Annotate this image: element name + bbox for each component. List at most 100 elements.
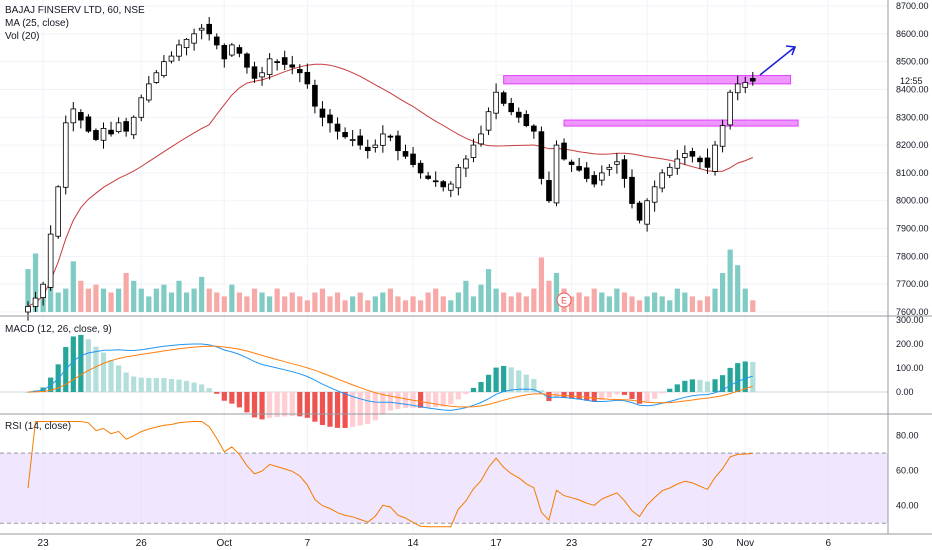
candle xyxy=(447,181,454,198)
candle xyxy=(236,44,243,58)
symbol-title: BAJAJ FINSERV LTD, 60, NSE xyxy=(5,5,145,16)
volume-bar xyxy=(78,280,84,312)
volume-bar xyxy=(418,300,424,312)
earnings-circle xyxy=(556,292,572,308)
candle-body xyxy=(447,183,454,191)
macd-histogram-bar xyxy=(516,370,522,392)
volume-bar xyxy=(327,296,333,312)
volume-bar xyxy=(697,300,703,312)
candle-body xyxy=(349,139,356,141)
candle xyxy=(25,301,31,321)
macd-histogram-bar xyxy=(433,392,439,408)
candle xyxy=(682,145,688,165)
volume-bar xyxy=(70,261,76,312)
candle xyxy=(312,79,318,114)
volume-bar xyxy=(636,300,643,312)
volume-bar xyxy=(32,253,39,312)
candle xyxy=(221,43,228,68)
candle-body xyxy=(229,44,235,56)
candle xyxy=(55,185,61,239)
macd-histogram-bar xyxy=(425,392,431,408)
macd-histogram-bar xyxy=(138,377,144,392)
macd-histogram-bar xyxy=(742,361,748,392)
trend-arrow[interactable] xyxy=(759,45,797,76)
grid-lines xyxy=(0,0,888,532)
candle-body xyxy=(55,186,61,237)
candle xyxy=(689,147,696,163)
candle xyxy=(614,152,620,174)
macd-histogram-bar xyxy=(183,380,190,392)
macd-histogram-bar xyxy=(727,367,733,392)
macd-histogram-bar xyxy=(523,374,529,392)
candle-body xyxy=(312,84,318,107)
volume-bar xyxy=(183,292,190,312)
volume-bar xyxy=(569,296,575,312)
current-time-label: 12:55 xyxy=(900,76,923,86)
candle xyxy=(206,16,213,41)
volume-bar xyxy=(244,296,250,312)
candle xyxy=(266,53,273,80)
macd-histogram-bar xyxy=(342,392,348,428)
macd-histogram-bar xyxy=(372,392,378,421)
resistance-zone xyxy=(503,75,792,85)
candle xyxy=(553,140,560,207)
candle-body xyxy=(682,153,688,158)
macd-histogram-bar xyxy=(334,392,341,428)
volume-bar xyxy=(214,292,220,312)
volume-bar xyxy=(546,280,552,312)
candle-body xyxy=(659,172,665,189)
macd-legend: MACD (12, 26, close, 9) xyxy=(5,323,112,336)
candle-body xyxy=(432,180,439,183)
volume-bar xyxy=(251,288,258,312)
macd-histogram-bar xyxy=(131,376,137,392)
macd-histogram-bar xyxy=(531,379,537,392)
macd-histogram-bar xyxy=(108,360,114,392)
candle xyxy=(704,148,711,174)
volume-bar xyxy=(123,273,129,312)
resistance-zone xyxy=(563,119,799,127)
candle-body xyxy=(455,166,462,189)
candle-body xyxy=(493,91,499,114)
rsi-line xyxy=(27,421,753,528)
main-legend: BAJAJ FINSERV LTD, 60, NSE MA (25, close… xyxy=(5,4,145,43)
volume-bar xyxy=(350,296,356,312)
candle xyxy=(734,75,741,101)
macd-histogram-bar xyxy=(614,392,620,395)
arrow-head xyxy=(785,45,797,56)
macd-histogram-bar xyxy=(199,384,205,392)
macd-histogram-bar xyxy=(78,334,84,392)
candle xyxy=(636,200,643,224)
candle-body xyxy=(380,133,386,146)
macd-histogram-bar xyxy=(667,388,673,392)
volume-bar xyxy=(25,269,31,312)
candle-body xyxy=(296,69,303,74)
time-tick-label: 23 xyxy=(566,538,578,549)
candle-body xyxy=(93,130,99,140)
candle-body xyxy=(531,125,537,132)
candle-body xyxy=(274,61,280,64)
macd-histogram-bar xyxy=(221,392,227,401)
volume-bar xyxy=(395,296,401,312)
volume-bar xyxy=(153,288,159,312)
macd-histogram-bar xyxy=(123,372,129,392)
volume-bars xyxy=(25,249,756,312)
candle-body xyxy=(636,202,643,221)
candle xyxy=(402,144,409,159)
candle-body xyxy=(130,116,137,136)
macd-histogram-bar xyxy=(402,392,409,408)
volume-bar xyxy=(55,292,61,312)
volume-bar xyxy=(161,284,167,312)
volume-bar xyxy=(531,288,537,312)
macd-histogram-bar xyxy=(312,392,318,422)
candle xyxy=(538,126,545,185)
candle-body xyxy=(546,180,552,202)
volume-bar xyxy=(682,292,688,312)
macd-histogram-bar xyxy=(689,379,695,392)
resistance-zones[interactable] xyxy=(503,75,799,127)
candle-body xyxy=(123,121,129,132)
price-tick-label: 7700.00 xyxy=(896,279,929,289)
macd-histogram-bar xyxy=(395,392,401,410)
candle xyxy=(712,140,718,176)
volume-bar xyxy=(599,292,605,312)
